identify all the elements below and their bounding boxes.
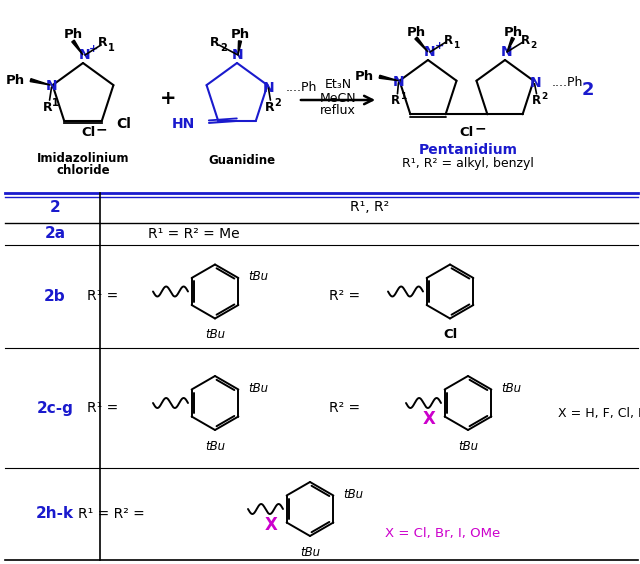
Polygon shape xyxy=(379,75,399,81)
Polygon shape xyxy=(72,40,83,55)
Text: N: N xyxy=(232,48,244,62)
Text: chloride: chloride xyxy=(56,164,110,177)
Text: tBu: tBu xyxy=(458,440,478,453)
Text: R: R xyxy=(444,33,452,46)
Text: R: R xyxy=(264,100,275,113)
Text: R: R xyxy=(520,33,529,46)
Polygon shape xyxy=(287,482,333,536)
Text: X: X xyxy=(423,410,436,428)
Text: 2: 2 xyxy=(541,92,548,101)
Text: R: R xyxy=(210,37,220,50)
Text: 2: 2 xyxy=(530,41,536,50)
Text: R¹, R²: R¹, R² xyxy=(351,200,390,214)
Text: R¹ = R² = Me: R¹ = R² = Me xyxy=(148,227,239,241)
Text: 1: 1 xyxy=(401,92,406,101)
Text: Cl: Cl xyxy=(116,117,131,131)
Polygon shape xyxy=(52,63,113,121)
Text: −: − xyxy=(95,122,107,136)
Polygon shape xyxy=(427,265,474,319)
Text: 1: 1 xyxy=(453,41,459,50)
Text: N: N xyxy=(393,74,404,89)
Text: tBu: tBu xyxy=(205,440,225,453)
Text: −: − xyxy=(475,121,486,135)
Polygon shape xyxy=(507,37,515,52)
Text: R: R xyxy=(391,94,400,107)
Text: R¹ = R² =: R¹ = R² = xyxy=(78,507,145,521)
Text: MeCN: MeCN xyxy=(320,91,356,104)
Text: tBu: tBu xyxy=(248,270,268,283)
Text: tBu: tBu xyxy=(248,382,268,395)
Text: Cl: Cl xyxy=(81,126,95,139)
Text: N: N xyxy=(530,76,541,90)
Text: tBu: tBu xyxy=(343,488,363,501)
Text: R: R xyxy=(43,100,52,113)
Text: +: + xyxy=(88,44,98,54)
Text: Ph: Ph xyxy=(504,25,523,38)
Polygon shape xyxy=(445,376,492,430)
Text: tBu: tBu xyxy=(300,546,320,559)
Text: Imidazolinium: Imidazolinium xyxy=(36,152,129,165)
Text: tBu: tBu xyxy=(205,328,225,341)
Text: HN: HN xyxy=(172,117,195,131)
Text: Cl: Cl xyxy=(460,126,474,139)
Text: N: N xyxy=(45,79,58,93)
Text: R: R xyxy=(532,94,541,107)
Text: N: N xyxy=(79,48,91,62)
Text: R² =: R² = xyxy=(329,401,360,415)
Polygon shape xyxy=(191,376,238,430)
Text: Et₃N: Et₃N xyxy=(324,78,351,91)
Text: N: N xyxy=(262,81,275,95)
Polygon shape xyxy=(399,60,456,114)
Text: 2: 2 xyxy=(274,98,281,108)
Polygon shape xyxy=(238,41,241,55)
Text: Ph: Ph xyxy=(6,74,24,87)
Text: Ph: Ph xyxy=(230,29,250,42)
Text: 2c-g: 2c-g xyxy=(36,400,74,416)
Text: 2a: 2a xyxy=(44,227,65,241)
Text: 2: 2 xyxy=(582,81,595,99)
Text: X = Cl, Br, I, OMe: X = Cl, Br, I, OMe xyxy=(385,527,500,540)
Text: tBu: tBu xyxy=(501,382,521,395)
Polygon shape xyxy=(476,60,534,114)
Text: Pentanidium: Pentanidium xyxy=(419,143,518,157)
Polygon shape xyxy=(30,78,51,85)
Polygon shape xyxy=(207,63,268,121)
Text: ....Ph: ....Ph xyxy=(552,76,583,89)
Polygon shape xyxy=(191,265,238,319)
Text: R² =: R² = xyxy=(329,289,360,303)
Text: Guanidine: Guanidine xyxy=(209,153,276,166)
Text: ....Ph: ....Ph xyxy=(285,81,317,94)
Text: 2b: 2b xyxy=(44,289,66,304)
Text: Cl: Cl xyxy=(443,328,457,341)
Text: X = H, F, Cl, Br, I: X = H, F, Cl, Br, I xyxy=(558,407,640,420)
Text: +: + xyxy=(160,89,176,108)
Text: R¹ =: R¹ = xyxy=(87,401,118,415)
Text: 2h-k: 2h-k xyxy=(36,506,74,522)
Text: N: N xyxy=(424,45,436,59)
Text: 2: 2 xyxy=(221,43,227,53)
Text: 2: 2 xyxy=(50,200,60,214)
Text: X: X xyxy=(265,516,278,534)
Text: R¹, R² = alkyl, benzyl: R¹, R² = alkyl, benzyl xyxy=(402,156,534,170)
Text: R¹ =: R¹ = xyxy=(87,289,118,303)
Polygon shape xyxy=(415,37,428,52)
Text: N: N xyxy=(501,45,513,59)
Text: reflux: reflux xyxy=(320,104,356,117)
Text: Ph: Ph xyxy=(63,29,83,42)
Text: Ph: Ph xyxy=(355,70,374,83)
Text: Ph: Ph xyxy=(406,25,426,38)
Text: +: + xyxy=(435,41,444,51)
Text: R: R xyxy=(98,37,108,50)
Text: 1: 1 xyxy=(52,98,59,108)
Text: 1: 1 xyxy=(108,43,115,53)
